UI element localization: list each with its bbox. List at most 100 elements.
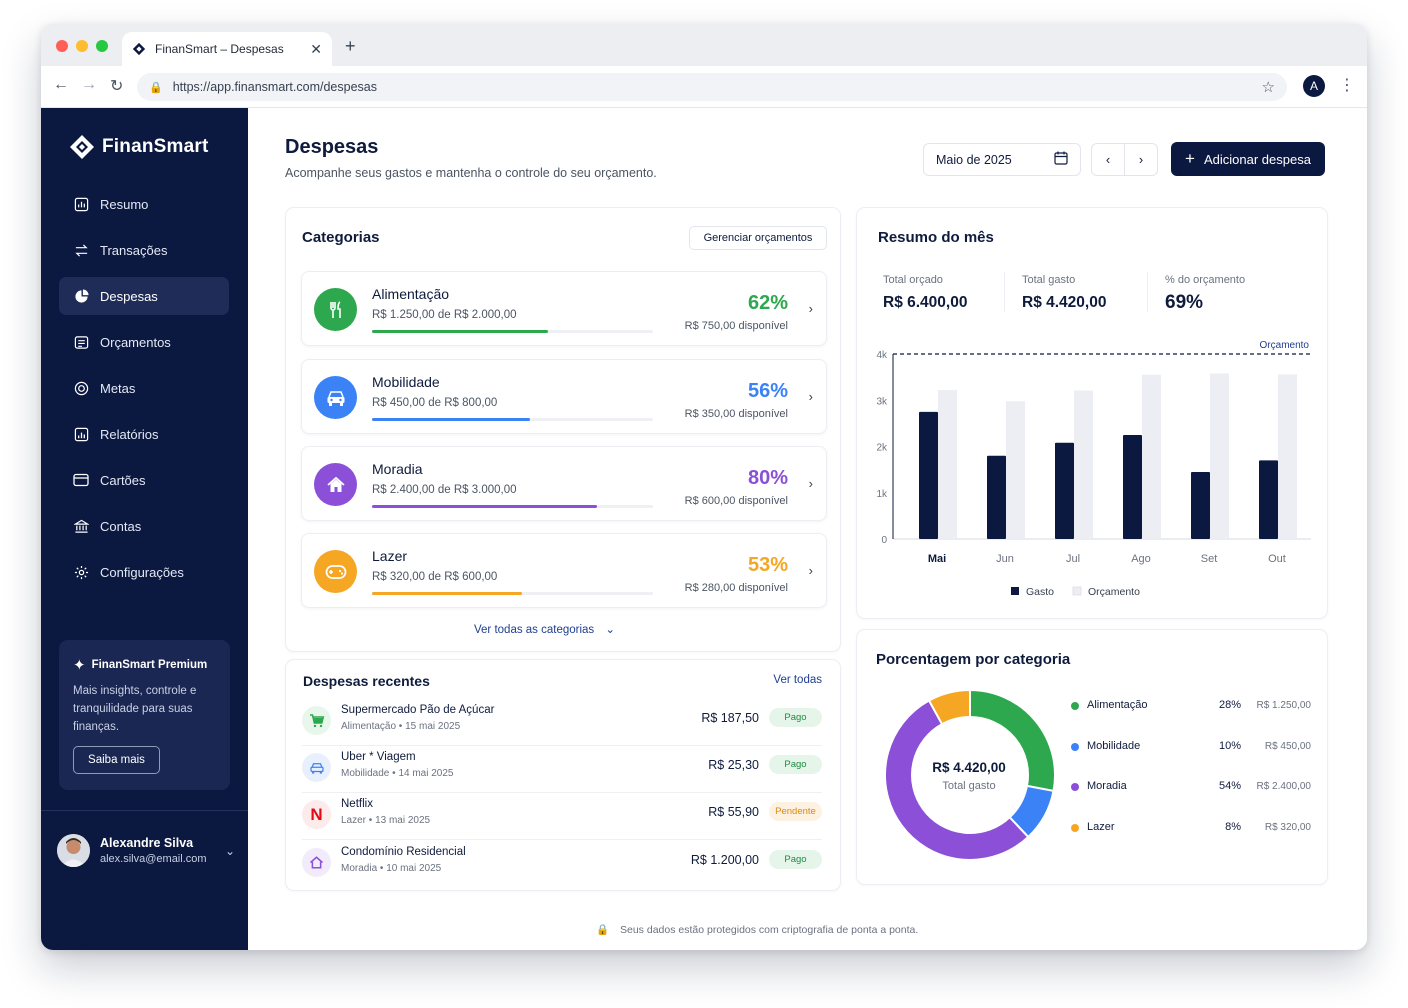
address-bar[interactable]: 🔒 https://app.finansmart.com/despesas ☆ [137,73,1287,101]
see-all-expenses-link[interactable]: Ver todas [773,674,822,686]
donut-slice-moradia[interactable] [884,699,1030,861]
maximize-window-button[interactable] [96,40,108,52]
bar-spent-ago[interactable] [1123,434,1142,539]
reload-icon[interactable]: ↻ [110,78,124,95]
bar-budget-jun[interactable] [1006,401,1025,539]
pie-title: Porcentagem por categoria [876,651,1071,668]
premium-title: ✦ FinanSmart Premium [73,656,216,674]
sparkle-icon: ✦ [73,657,86,674]
add-expense-button[interactable]: + Adicionar despesa [1171,142,1325,176]
y-tick-label: 3k [876,396,888,407]
bar-budget-jul[interactable] [1074,390,1093,539]
sidebar-item-orcamentos[interactable]: Orçamentos [59,323,229,361]
see-all-categories-link[interactable]: Ver todas as categorias ⌄ [474,622,615,636]
bar-spent-set[interactable] [1191,471,1210,539]
sidebar-item-relatorios[interactable]: Relatórios [59,415,229,453]
legend-row: Alimentação 28% R$ 1.250,00 [1071,699,1311,715]
close-window-button[interactable] [56,40,68,52]
sidebar-item-metas[interactable]: Metas [59,369,229,407]
browser-tab[interactable]: FinanSmart – Despesas ✕ [122,32,332,66]
monthly-bar-chart: 0 1k 2k 3k 4k Orçamento Mai Jun Jul Ago Set Out Gast… [876,340,1311,598]
category-item-moradia[interactable]: Moradia R$ 2.400,00 de R$ 3.000,00 80% R… [301,446,827,521]
sidebar-item-transacoes[interactable]: Transações [59,231,229,269]
bar-spent-out[interactable] [1259,460,1278,539]
categories-title: Categorias [302,229,380,246]
summary-title: Resumo do mês [878,229,994,246]
category-amount: R$ 320,00 de R$ 600,00 [372,571,498,583]
bar-budget-out[interactable] [1278,374,1297,539]
user-profile[interactable]: Alexandre Silva alex.silva@email.com ⌄ [57,834,235,867]
profile-avatar[interactable]: A [1303,75,1325,97]
lock-icon: 🔒 [596,924,610,936]
donut-total-value: R$ 4.420,00 [932,760,1006,775]
chevron-down-icon[interactable]: ⌄ [224,843,235,858]
category-name: Alimentação [372,286,450,302]
finansmart-logo-icon [70,135,94,159]
bar-budget-set[interactable] [1210,373,1229,539]
bar-spent-jul[interactable] [1055,442,1074,539]
sidebar-item-label: Orçamentos [100,334,171,350]
bookmark-star-icon[interactable]: ☆ [1261,79,1275,96]
back-icon[interactable]: ← [53,76,69,93]
category-available: R$ 750,00 disponível [684,320,788,332]
donut-slice-lazer[interactable] [927,688,971,726]
bar-budget-ago[interactable] [1142,374,1161,539]
minimize-window-button[interactable] [76,40,88,52]
expense-date: 10 mai 2025 [386,863,442,874]
month-navigation: ‹ › [1091,143,1158,176]
url-text: https://app.finansmart.com/despesas [172,80,377,94]
month-picker[interactable]: Maio de 2025 [923,143,1081,176]
house-icon [302,848,331,877]
x-tick-label: Out [1268,553,1286,565]
forward-icon[interactable]: → [81,76,97,93]
expense-amount: R$ 25,30 [708,758,759,772]
category-name: Moradia [372,461,423,477]
expense-row[interactable]: Supermercado Pão de Açúcar Alimentação •… [302,700,822,746]
kpi-label: % do orçamento [1165,274,1246,286]
expense-amount: R$ 187,50 [701,711,759,725]
dashboard-icon [73,196,89,212]
legend-row: Lazer 8% R$ 320,00 [1071,821,1311,837]
learn-more-button[interactable]: Saiba mais [73,746,160,774]
legend-percent: 54% [1218,780,1241,792]
sidebar-item-resumo[interactable]: Resumo [59,185,229,223]
expense-row[interactable]: Uber * Viagem Mobilidade • 14 mai 2025 R… [302,747,822,793]
status-badge: Pago [769,755,822,774]
kpi-value: R$ 6.400,00 [883,294,968,311]
x-tick-label: Jun [996,553,1014,565]
browser-menu-icon[interactable]: ⋮ [1339,77,1355,94]
gear-icon [73,564,89,580]
chevron-down-icon: ⌄ [605,624,616,636]
cart-icon [302,706,331,735]
kpi-value: 69% [1165,292,1204,313]
next-month-button[interactable]: › [1125,144,1157,175]
recent-expenses-card: Despesas recentes Ver todas Supermercado… [285,659,841,891]
new-tab-icon[interactable]: + [345,36,356,56]
category-item-alimentacao[interactable]: Alimentação R$ 1.250,00 de R$ 2.000,00 6… [301,271,827,346]
manage-budgets-button[interactable]: Gerenciar orçamentos [689,226,827,250]
bar-spent-mai[interactable] [919,411,938,539]
category-percent: 56% [747,380,788,402]
expense-row[interactable]: N Netflix Lazer • 13 mai 2025 R$ 55,90 P… [302,794,822,840]
plus-icon: + [1185,149,1195,168]
sidebar-item-despesas[interactable]: Despesas [59,277,229,315]
sidebar-item-contas[interactable]: Contas [59,507,229,545]
expense-row[interactable]: Condomínio Residencial Moradia • 10 mai … [302,842,822,888]
brand-logo[interactable]: FinanSmart [69,134,209,160]
category-item-lazer[interactable]: Lazer R$ 320,00 de R$ 600,00 53% R$ 280,… [301,533,827,608]
sidebar-item-cartoes[interactable]: Cartões [59,461,229,499]
sidebar-item-label: Despesas [100,288,158,304]
bar-budget-mai[interactable] [938,390,957,539]
expense-name: Netflix [341,798,373,810]
legend-row: Moradia 54% R$ 2.400,00 [1071,780,1311,796]
x-tick-label: Ago [1131,553,1151,565]
chevron-left-icon: ‹ [1105,152,1111,167]
tab-close-icon[interactable]: ✕ [310,40,322,57]
legend-dot [1071,783,1079,791]
user-email: alex.silva@email.com [100,853,207,865]
bar-spent-jun[interactable] [987,455,1006,539]
previous-month-button[interactable]: ‹ [1092,144,1125,175]
sidebar-item-configuracoes[interactable]: Configurações [59,553,229,591]
category-item-mobilidade[interactable]: Mobilidade R$ 450,00 de R$ 800,00 56% R$… [301,359,827,434]
month-label: Maio de 2025 [936,152,1012,167]
